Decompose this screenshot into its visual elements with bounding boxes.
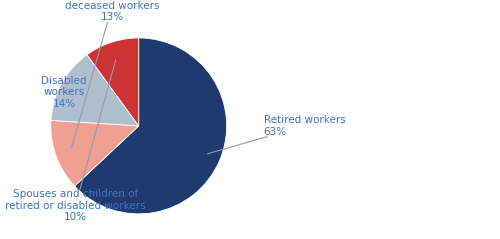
Wedge shape xyxy=(51,120,139,186)
Wedge shape xyxy=(87,38,139,126)
Text: Spouses and children of
retired or disabled workers
10%: Spouses and children of retired or disab… xyxy=(5,60,146,223)
Text: Retired workers
63%: Retired workers 63% xyxy=(208,115,346,154)
Text: Disabled
workers
14%: Disabled workers 14% xyxy=(41,76,86,109)
Wedge shape xyxy=(74,38,227,214)
Text: Survivors of
deceased workers
13%: Survivors of deceased workers 13% xyxy=(65,0,160,148)
Wedge shape xyxy=(51,55,139,126)
